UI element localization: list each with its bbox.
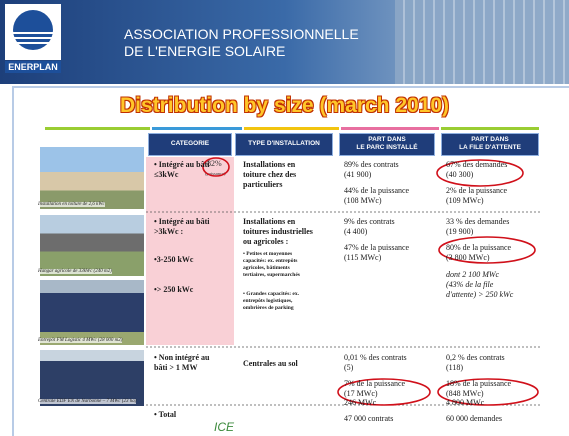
column-header-line: TYPE D'INSTALLATION [248, 140, 320, 147]
cell-text: (3 800 MWc) [446, 253, 490, 262]
cell-text: (4 400) [344, 227, 368, 236]
slide-title: Distribution by size (march 2010) [119, 94, 450, 117]
cell-text: • Grandes capacités: ex. [243, 291, 299, 297]
cell-text: bâti > 1 MW [154, 363, 198, 372]
cell-text: toiture chez des [243, 170, 297, 179]
cell-text: Installations en [243, 160, 296, 169]
cell-text: 47% de la puissance [344, 243, 410, 252]
cell-text: entrepôts logistiques, [243, 298, 293, 304]
column-header: TYPE D'INSTALLATION [235, 133, 333, 156]
cell-text: capacités: ex. entrepôts [243, 258, 298, 264]
cell-text: (115 MWc) [344, 253, 382, 262]
cell-text: •> 250 kWc [154, 285, 194, 294]
cell-text: (41 900) [344, 170, 372, 179]
photo-caption: Entrepôt FM Logistic 4 MWc (28 000 m2) [38, 338, 123, 343]
cell-text: tertiaires, supermarchés [243, 272, 300, 278]
cell-text: ou agricoles : [243, 237, 289, 246]
logo-text: ENERPLAN [5, 61, 61, 73]
cell-text: (19 900) [446, 227, 474, 236]
annotation-note: (puissance) [205, 171, 226, 176]
header-line: ASSOCIATION PROFESSIONNELLE [124, 26, 359, 42]
cell-text: d'attente) > 250 kWc [446, 290, 514, 299]
cell-text: 44% de la puissance [344, 186, 410, 195]
pink-zone [146, 157, 234, 345]
cell-text: (40 300) [446, 170, 474, 179]
cell-text: 80% de la puissance [446, 243, 512, 252]
cell-text: 89% des contrats [344, 160, 399, 169]
cell-text: • Total [154, 410, 177, 419]
cell-text: >3kWc : [154, 227, 184, 236]
cell-text: dont 2 100 MWc [446, 270, 500, 279]
cell-text: 9% des contrats [344, 217, 395, 226]
cell-text: 18% de la puissance [446, 379, 512, 388]
cell-text: (17 MWc) [344, 389, 378, 398]
cell-text: agricoles, bâtiments [243, 265, 290, 271]
color-bar [152, 127, 242, 130]
cell-text: toitures industrielles [243, 227, 313, 236]
cell-text: (109 MWc) [446, 196, 484, 205]
cell-text: 47 000 contrats [344, 414, 394, 423]
color-bar [441, 127, 539, 130]
photo [40, 350, 144, 406]
cell-text: particuliers [243, 180, 283, 189]
cell-text: 7% de la puissance [344, 379, 406, 388]
column-header-line: LE PARC INSTALLÉ [356, 144, 418, 151]
photo-caption: Centrale EDF EN de Narbonne – 7 MWc (23 … [38, 399, 137, 404]
cell-text: 33 % des demandes [446, 217, 510, 226]
column-header-line: PART DANS [368, 136, 406, 143]
column-header: CATEGORIE [148, 133, 232, 156]
cell-text: Installations en [243, 217, 296, 226]
color-bar [244, 127, 339, 130]
header-line: DE L'ENERGIE SOLAIRE [124, 43, 286, 59]
color-bar [45, 127, 150, 130]
cell-text: 0,2 % des contrats [446, 353, 505, 362]
column-header: PART DANS LE PARC INSTALLÉ [339, 133, 435, 156]
footer-logo: ICE [214, 420, 235, 434]
photo-caption: Hangar agricole de 33kWc (240 m2) [38, 269, 112, 274]
cell-text: 4 800 MWc [446, 398, 485, 407]
logo-icon [13, 10, 53, 50]
cell-text: 67% des demandes [446, 160, 508, 169]
cell-text: ombrières de parking [243, 305, 294, 311]
photo [40, 280, 144, 345]
cell-text: 2% de la puissance [446, 186, 508, 195]
photo [40, 215, 144, 276]
cell-text: 246 MWc [344, 398, 377, 407]
cell-text: •3-250 kWc [154, 255, 194, 264]
column-header-line: CATEGORIE [170, 140, 210, 147]
cell-text: Centrales au sol [243, 359, 298, 368]
cell-text: (5) [344, 363, 354, 372]
cell-text: 60 000 demandes [446, 414, 502, 423]
cell-text: • Petites et moyennes [243, 251, 293, 257]
photo [40, 147, 144, 209]
cell-text: 0,01 % des contrats [344, 353, 407, 362]
cell-text: • Intégré au bâti [154, 160, 210, 169]
column-header-line: LA FILE D'ATTENTE [459, 144, 521, 151]
cell-text: (108 MWc) [344, 196, 382, 205]
cell-text: ≤3kWc [154, 170, 179, 179]
cell-text: • Non intégré au [154, 353, 210, 362]
column-header-line: PART DANS [471, 136, 509, 143]
cell-text: (848 MWc) [446, 389, 484, 398]
cell-text: (43% de la file [446, 280, 494, 289]
photo-caption: Installation en toiture de 2,6 kWc [38, 202, 105, 207]
building-image [395, 0, 569, 84]
color-bar [341, 127, 439, 130]
cell-text: (118) [446, 363, 464, 372]
cell-text: • Intégré au bâti [154, 217, 210, 226]
column-header: PART DANS LA FILE D'ATTENTE [441, 133, 539, 156]
